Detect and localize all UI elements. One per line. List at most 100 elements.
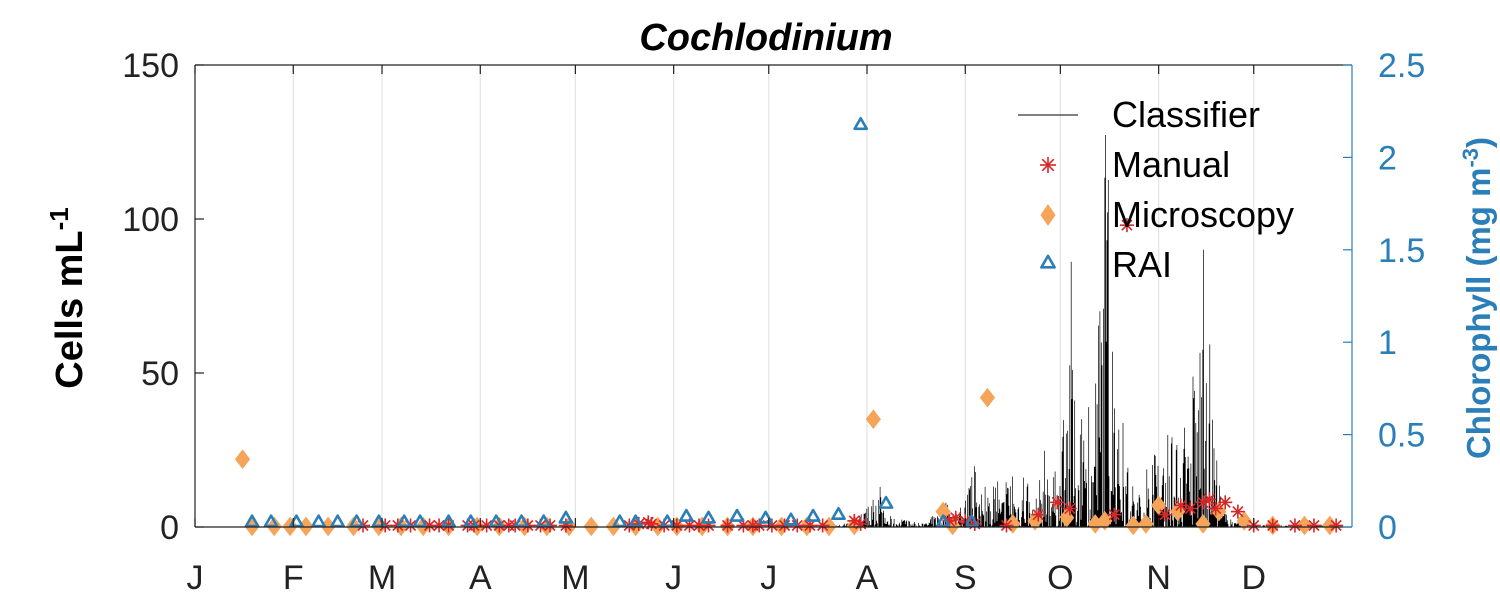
- manual-point: [1183, 501, 1198, 516]
- y-axis-left-label: Cells mL-1: [44, 207, 91, 389]
- manual-point: [1202, 492, 1217, 507]
- rai-point: [805, 508, 821, 522]
- manual-point: [1287, 518, 1302, 533]
- star-stroke: [950, 512, 962, 524]
- legend: Classifier Manual Microscopy RAI: [1018, 94, 1294, 285]
- legend-label-manual: Manual: [1112, 144, 1230, 185]
- star-stroke: [1121, 219, 1133, 231]
- rai-point: [831, 506, 846, 521]
- rai-point: [558, 510, 574, 524]
- y-tick-left-label: 150: [122, 47, 179, 85]
- microscopy-point: [583, 516, 599, 537]
- manual-point: [815, 518, 830, 533]
- rai-point: [412, 514, 428, 528]
- rai-point: [659, 514, 675, 528]
- star-stroke: [1184, 502, 1196, 515]
- star-stroke: [1175, 499, 1187, 512]
- rai-point: [729, 508, 745, 522]
- manual-point: [1062, 501, 1077, 516]
- star-stroke: [1210, 502, 1222, 515]
- rai-point: [612, 514, 628, 528]
- manual-point: [1329, 518, 1344, 533]
- rai-point: [878, 495, 894, 509]
- microscopy-point: [1097, 511, 1113, 531]
- star-stroke: [671, 519, 683, 532]
- legend-swatch-manual: [1040, 157, 1056, 173]
- x-tick-label: M: [368, 559, 396, 597]
- manual-point: [1230, 504, 1245, 519]
- manual-point: [1218, 495, 1233, 510]
- star-stroke: [1330, 519, 1342, 532]
- microscopy-point: [1296, 515, 1313, 536]
- x-tick-label: J: [665, 559, 682, 597]
- grid-lines: [292, 65, 1255, 527]
- rai-point: [935, 514, 951, 528]
- rai-point: [463, 514, 479, 528]
- x-tick-label: D: [1241, 559, 1266, 597]
- manual-point: [1265, 518, 1280, 533]
- x-tick-label: O: [1047, 559, 1073, 597]
- manual-point: [1157, 507, 1172, 522]
- manual-point: [1119, 218, 1134, 233]
- manual-point: [853, 516, 868, 531]
- x-tick-label: M: [561, 559, 589, 597]
- x-tick-label: J: [187, 559, 204, 597]
- rai-point: [536, 514, 552, 528]
- legend-label-classifier: Classifier: [1112, 94, 1260, 135]
- star-stroke: [423, 519, 436, 532]
- manual-point: [1107, 507, 1122, 522]
- rai-point: [853, 116, 869, 131]
- star-stroke: [1159, 509, 1171, 521]
- microscopy-point: [979, 387, 996, 408]
- rai-point: [758, 510, 773, 524]
- manual-point: [1306, 518, 1321, 533]
- x-tick-label: N: [1146, 559, 1171, 597]
- rai-point: [783, 512, 799, 526]
- y-tick-left-label: 100: [122, 201, 179, 239]
- legend-swatch-rai: [1040, 254, 1056, 269]
- star-stroke: [804, 519, 816, 532]
- x-tick-label: S: [954, 559, 977, 597]
- rai-point: [701, 510, 716, 524]
- x-tick-label: A: [856, 559, 879, 597]
- legend-swatch-microscopy: [1040, 204, 1056, 226]
- star-stroke: [737, 519, 749, 532]
- y-tick-right-label: 2: [1378, 139, 1397, 177]
- microscopy-point: [1138, 514, 1154, 534]
- star-stroke: [481, 519, 493, 532]
- y-tick-right-label: 0.5: [1378, 417, 1425, 455]
- y-tick-left-label: 0: [160, 509, 179, 547]
- manual-point: [720, 518, 735, 533]
- star-stroke: [1219, 496, 1231, 508]
- rai-point: [311, 514, 326, 528]
- star-stroke: [1203, 493, 1215, 505]
- microscopy-point: [234, 449, 251, 470]
- x-tick-label: F: [283, 559, 304, 597]
- legend-label-rai: RAI: [1112, 244, 1172, 285]
- y-tick-right-label: 1.5: [1378, 232, 1425, 270]
- manual-point: [644, 516, 659, 531]
- star-stroke: [1308, 519, 1320, 532]
- manual-point: [999, 518, 1014, 533]
- microscopy-point: [1195, 514, 1211, 534]
- y-tick-right-label: 1: [1378, 324, 1397, 362]
- x-tick-label: J: [760, 559, 777, 597]
- rai-point: [244, 514, 260, 528]
- manual-point: [1208, 501, 1223, 516]
- rai-point: [263, 514, 279, 528]
- manual-point: [1050, 495, 1065, 510]
- y-tick-left-label: 50: [141, 355, 179, 393]
- rai-point: [330, 514, 345, 528]
- star-stroke: [1000, 519, 1013, 532]
- axes: J F M A M J J A S O N D 0 50 100 150 0 0.5 1 1.5 2 2.5: [122, 47, 1425, 597]
- rai-point: [488, 514, 504, 528]
- y-axis-right-label: Chlorophyll (mg m-3): [1458, 137, 1497, 459]
- legend-label-microscopy: Microscopy: [1112, 194, 1294, 235]
- star-stroke: [1267, 519, 1279, 532]
- star-stroke: [1232, 505, 1244, 518]
- star-stroke: [1289, 519, 1301, 532]
- microscopy-point: [1125, 515, 1141, 536]
- x-tick-label: A: [469, 559, 492, 597]
- y-tick-right-label: 0: [1378, 509, 1397, 547]
